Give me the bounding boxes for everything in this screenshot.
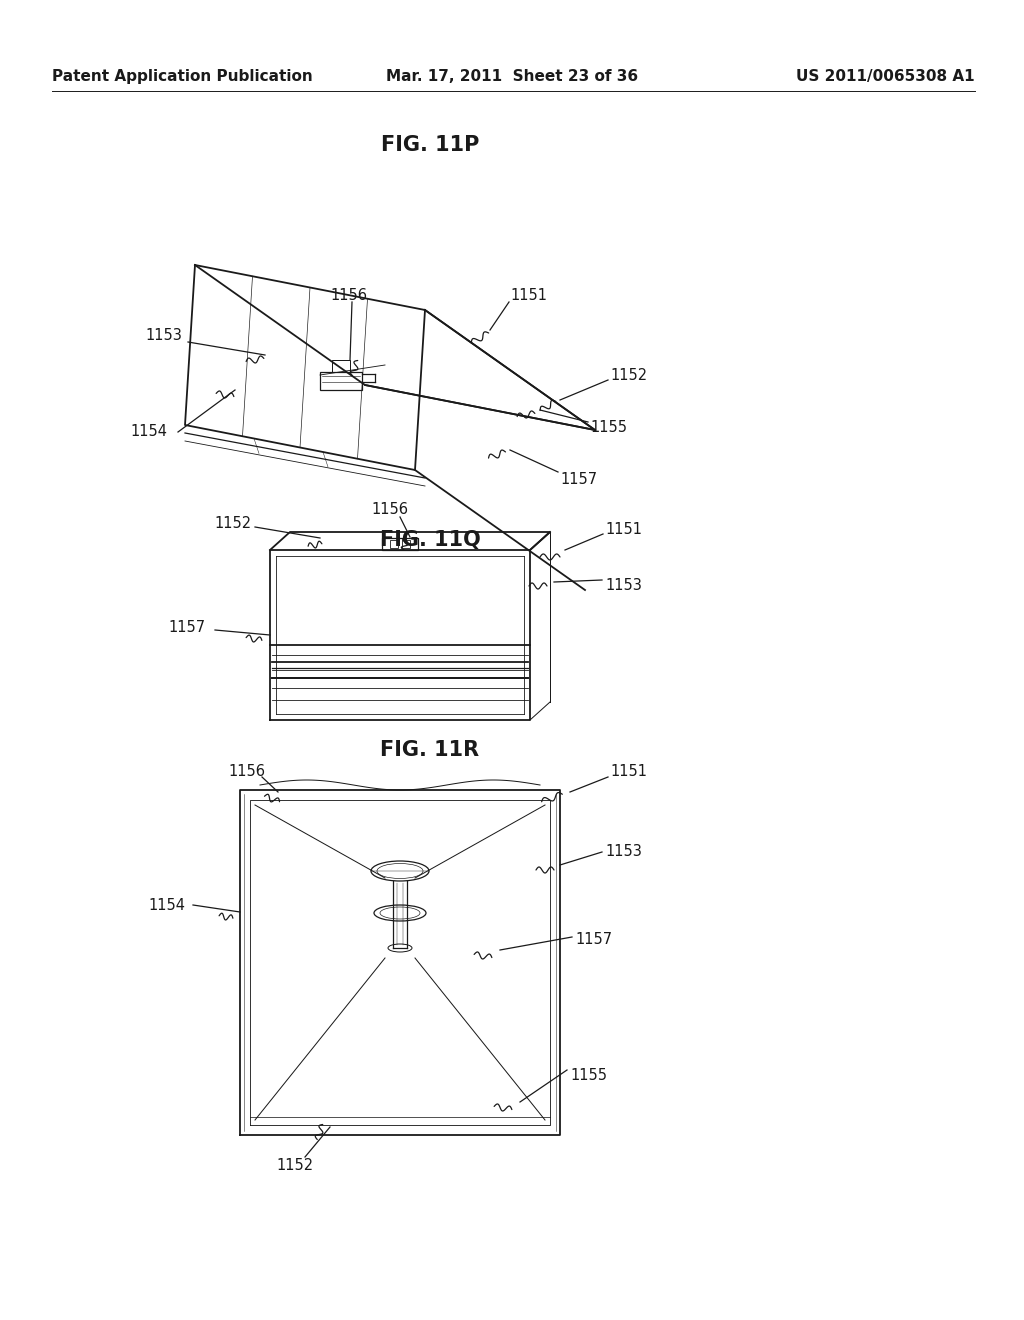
Text: 1156: 1156: [330, 288, 367, 302]
Text: 1152: 1152: [215, 516, 252, 531]
Text: 1153: 1153: [605, 578, 642, 593]
Text: 1153: 1153: [605, 845, 642, 859]
Text: 1151: 1151: [510, 288, 547, 302]
Text: 1151: 1151: [605, 523, 642, 537]
Text: Patent Application Publication: Patent Application Publication: [52, 69, 312, 84]
Text: 1157: 1157: [168, 619, 205, 635]
Text: 1155: 1155: [590, 421, 627, 436]
Text: 1154: 1154: [130, 425, 167, 440]
Text: 1155: 1155: [570, 1068, 607, 1082]
Text: FIG. 11R: FIG. 11R: [381, 741, 479, 760]
Text: FIG. 11P: FIG. 11P: [381, 135, 479, 154]
Bar: [382, 539, 418, 550]
Text: 1154: 1154: [148, 898, 185, 912]
Text: 1152: 1152: [610, 367, 647, 383]
Bar: [402, 540, 410, 548]
Text: FIG. 11Q: FIG. 11Q: [380, 531, 480, 550]
Text: 1156: 1156: [228, 764, 265, 780]
Bar: [332, 360, 350, 372]
Text: 1156: 1156: [372, 503, 409, 517]
Text: 1152: 1152: [276, 1158, 313, 1172]
Text: US 2011/0065308 A1: US 2011/0065308 A1: [797, 69, 975, 84]
Text: 1157: 1157: [575, 932, 612, 948]
Text: 1157: 1157: [560, 473, 597, 487]
Bar: [319, 372, 362, 389]
Text: Mar. 17, 2011  Sheet 23 of 36: Mar. 17, 2011 Sheet 23 of 36: [386, 69, 638, 84]
Bar: [390, 540, 398, 548]
Text: 1153: 1153: [145, 327, 182, 342]
Text: 1151: 1151: [610, 764, 647, 780]
